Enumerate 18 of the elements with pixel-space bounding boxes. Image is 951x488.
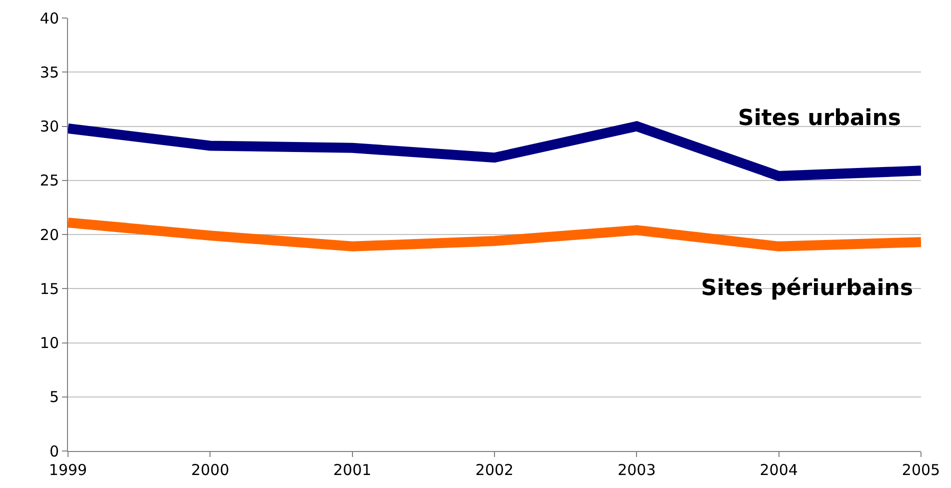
- x-tick-label: 1999: [48, 461, 88, 479]
- y-tick-label: 10: [40, 334, 59, 352]
- y-tick-label: 35: [40, 63, 59, 82]
- y-tick-label: 30: [40, 118, 59, 136]
- y-tick-label: 15: [40, 280, 59, 298]
- x-tick-label: 2004: [760, 461, 798, 479]
- y-tick-label: 20: [40, 226, 59, 244]
- x-tick-label: 2003: [618, 461, 656, 479]
- y-tick-label: 0: [49, 442, 59, 460]
- y-tick-label: 5: [49, 388, 59, 406]
- series-label: Sites urbains: [738, 106, 901, 131]
- series-label: Sites périurbains: [701, 276, 914, 301]
- y-tick-label: 40: [40, 9, 59, 28]
- x-tick-label: 2002: [475, 461, 514, 479]
- x-tick-label: 2000: [191, 461, 230, 479]
- x-tick-label: 2001: [333, 461, 372, 479]
- x-tick-label: 2005: [902, 461, 940, 479]
- y-tick-label: 25: [40, 172, 59, 190]
